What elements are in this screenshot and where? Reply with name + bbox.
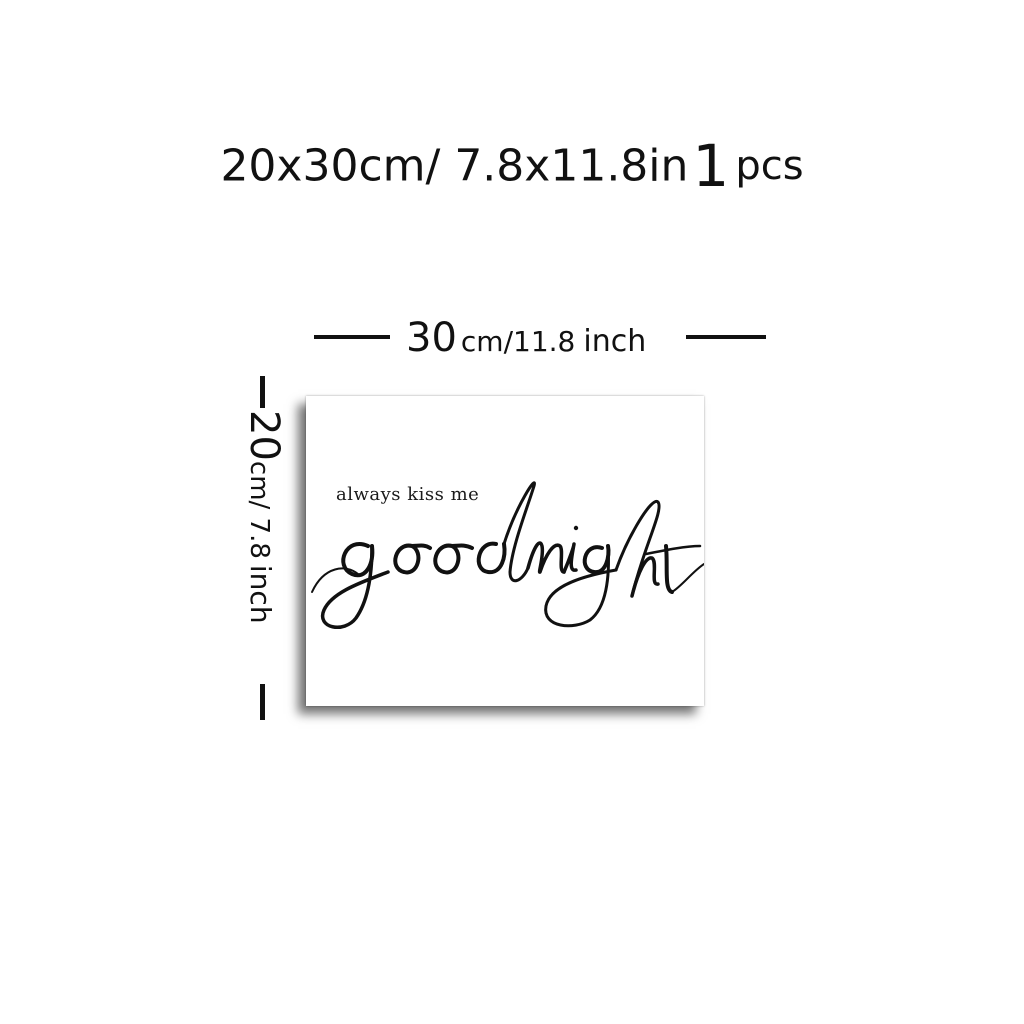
print-small-text: always kiss me (336, 484, 480, 505)
height-unit-inch: inch (244, 564, 277, 624)
height-cap-top (260, 376, 265, 408)
width-line-left (314, 335, 390, 339)
height-dimension: 20cm/ 7.8 inch (238, 376, 290, 720)
width-unit-cm: cm/11.8 (460, 325, 576, 358)
width-label: 30 cm/11.8 inch (406, 312, 646, 364)
canvas-print: always kiss me goodnight (306, 396, 704, 706)
width-value: 30 (406, 315, 457, 361)
product-size-title: 20x30cm/ 7.8x11.8in1 pcs (0, 132, 1024, 202)
height-label: 20cm/ 7.8 inch (241, 410, 287, 670)
goodnight-script-lettering (311, 481, 704, 629)
height-unit-cm: cm/ 7.8 (244, 460, 274, 559)
piece-unit: pcs (735, 143, 804, 189)
height-value: 20 (241, 410, 287, 461)
size-text: 20x30cm/ 7.8x11.8in (220, 140, 689, 192)
width-dimension: 30 cm/11.8 inch (314, 312, 766, 364)
width-line-right (686, 335, 766, 339)
width-unit-inch: inch (583, 324, 647, 359)
piece-count: 1 (692, 132, 730, 200)
height-cap-bottom (260, 684, 265, 720)
